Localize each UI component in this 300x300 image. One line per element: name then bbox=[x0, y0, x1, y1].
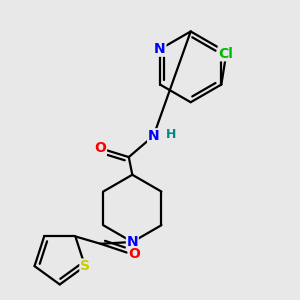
Text: N: N bbox=[148, 129, 159, 143]
Text: H: H bbox=[166, 128, 176, 141]
Text: N: N bbox=[127, 235, 138, 249]
Text: O: O bbox=[128, 248, 140, 261]
Text: N: N bbox=[154, 42, 166, 56]
Text: Cl: Cl bbox=[218, 47, 233, 61]
Text: S: S bbox=[80, 259, 90, 273]
Text: O: O bbox=[94, 141, 106, 155]
